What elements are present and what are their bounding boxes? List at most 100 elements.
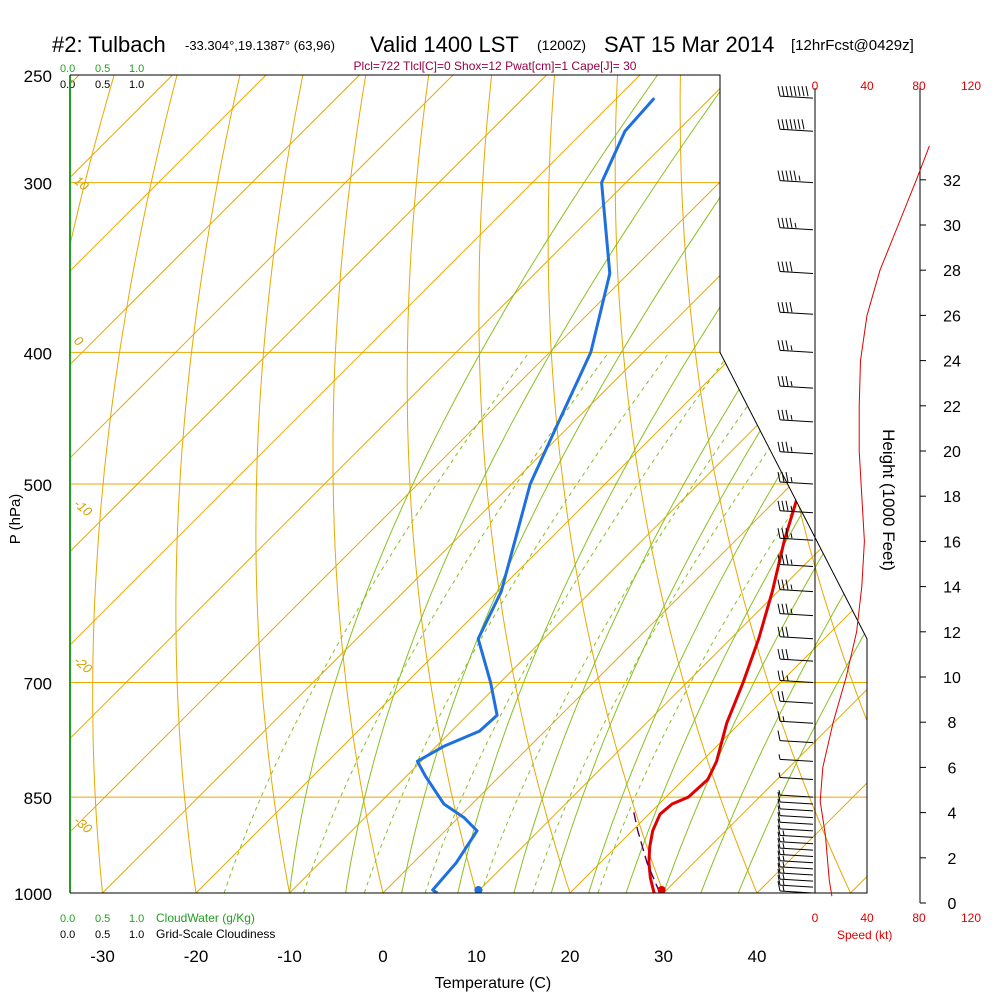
wind-barb-flag xyxy=(785,626,789,637)
wind-barb-half-flag xyxy=(790,345,793,351)
height-tick-10: 10 xyxy=(943,670,961,687)
wind-barb xyxy=(777,528,814,541)
moist-adiabat-8 xyxy=(663,75,867,893)
dry-adiabat-20 xyxy=(478,75,571,893)
wind-barb-staff xyxy=(779,740,814,744)
wind-barb xyxy=(777,844,814,857)
wind-barb-staff xyxy=(779,563,814,567)
isotherm--10 xyxy=(289,75,867,893)
pressure-tick-850: 850 xyxy=(24,789,52,808)
isotherm--60 xyxy=(70,75,641,893)
wind-barb-staff xyxy=(779,271,814,275)
wind-barb-flag xyxy=(785,119,789,130)
wind-barb-flag xyxy=(777,805,781,816)
wind-barb-flag xyxy=(777,711,781,722)
wind-barb-staff xyxy=(779,853,814,857)
temperature-tick--30: -30 xyxy=(90,947,115,966)
height-tick-6: 6 xyxy=(948,760,957,777)
wind-barb-staff xyxy=(779,872,814,876)
wind-barb-flag xyxy=(777,791,781,803)
wind-barb-flag xyxy=(789,170,793,181)
wind-barb-staff xyxy=(779,866,814,870)
wind-barb-flag xyxy=(781,554,785,565)
isotherm-10 xyxy=(476,75,867,893)
valid-date: SAT 15 Mar 2014 xyxy=(604,32,774,57)
wind-speed-line xyxy=(819,145,930,897)
wind-barb xyxy=(777,838,814,851)
station-title: #2: Tulbach xyxy=(52,32,166,57)
wind-barb-half-flag xyxy=(782,830,785,836)
wind-barb-flag xyxy=(781,340,785,351)
wind-barb-flag xyxy=(781,471,785,483)
wind-barb-half-flag xyxy=(778,772,781,778)
moist-adiabat-0 xyxy=(289,75,658,893)
wind-barb xyxy=(777,302,814,315)
isotherm--70 xyxy=(70,75,547,893)
dewpoint-line xyxy=(415,97,656,893)
wind-barb-flag xyxy=(777,626,781,637)
cloudiness-label: Grid-Scale Cloudiness xyxy=(156,927,275,941)
forecast-label: [12hrFcst@0429z] xyxy=(791,37,914,54)
wind-barb-flag xyxy=(781,86,785,97)
dry-adiabat--30 xyxy=(92,75,178,893)
wind-barb xyxy=(777,805,814,819)
wind-barb-half-flag xyxy=(790,559,793,565)
parcel-path-line xyxy=(632,810,661,893)
wind-barb-flag xyxy=(781,409,785,420)
mixing-ratio-line-5 xyxy=(532,352,839,893)
wind-barb-flag xyxy=(781,500,785,511)
wind-barb-flag xyxy=(781,579,785,590)
temperature-tick-30: 30 xyxy=(654,947,673,966)
wind-barb-flag xyxy=(777,862,781,874)
speed-tick-top-40: 40 xyxy=(860,79,874,93)
dry-adiabat-40 xyxy=(614,75,758,893)
wind-barb-staff xyxy=(779,815,814,819)
pressure-tick-250: 250 xyxy=(24,67,52,86)
wind-barb-staff xyxy=(779,847,814,851)
pressure-tick-700: 700 xyxy=(24,675,52,694)
cloudwater-label: CloudWater (g/Kg) xyxy=(156,911,255,925)
isotherm-20 xyxy=(569,75,867,893)
mixing-ratio-line-3 xyxy=(424,352,731,893)
wind-barb-flag xyxy=(781,528,785,539)
wind-barb xyxy=(777,691,814,704)
wind-barb-half-flag xyxy=(790,608,793,614)
wind-barb xyxy=(777,791,814,805)
isotherm--40 xyxy=(70,75,828,893)
wind-barb xyxy=(777,500,814,514)
wind-barb-flag xyxy=(785,471,789,483)
isotherm--50 xyxy=(70,75,734,893)
moist-adiabat-7 xyxy=(625,75,867,893)
height-tick-14: 14 xyxy=(943,580,961,597)
wind-barb-flag xyxy=(777,818,781,829)
wind-barb xyxy=(777,626,814,640)
wind-barb-half-flag xyxy=(790,446,793,452)
height-tick-4: 4 xyxy=(948,806,957,823)
zulu-time: (1200Z) xyxy=(537,37,586,53)
wind-barb-flag xyxy=(781,302,785,313)
dry-adiabat-30 xyxy=(547,75,664,893)
wind-barb xyxy=(778,754,814,762)
wind-barb-flag xyxy=(777,838,781,849)
wind-barb-half-flag xyxy=(790,533,793,539)
wind-barb-staff xyxy=(779,95,814,99)
wind-barb-flag xyxy=(785,579,789,590)
wind-barb-flag xyxy=(777,302,781,313)
cloudiness-tick-1: 0.5 xyxy=(95,79,110,91)
wind-barb-staff xyxy=(779,700,814,704)
wind-barb-flag xyxy=(777,86,781,97)
dry-adiabat-50 xyxy=(679,75,851,893)
wind-barb xyxy=(777,825,814,838)
pressure-tick-500: 500 xyxy=(24,476,52,495)
wind-barb-flag xyxy=(777,856,781,868)
height-tick-28: 28 xyxy=(943,263,961,280)
wind-barb-flag xyxy=(785,603,789,614)
wind-barb-flag xyxy=(777,554,781,565)
wind-barb-flag xyxy=(785,500,789,511)
wind-barb-half-flag xyxy=(782,849,785,855)
wind-barb-flag xyxy=(777,603,781,614)
wind-barb-flag xyxy=(777,170,781,181)
wind-barb xyxy=(777,862,814,876)
wind-barb xyxy=(777,798,814,812)
wind-barb xyxy=(777,711,814,724)
